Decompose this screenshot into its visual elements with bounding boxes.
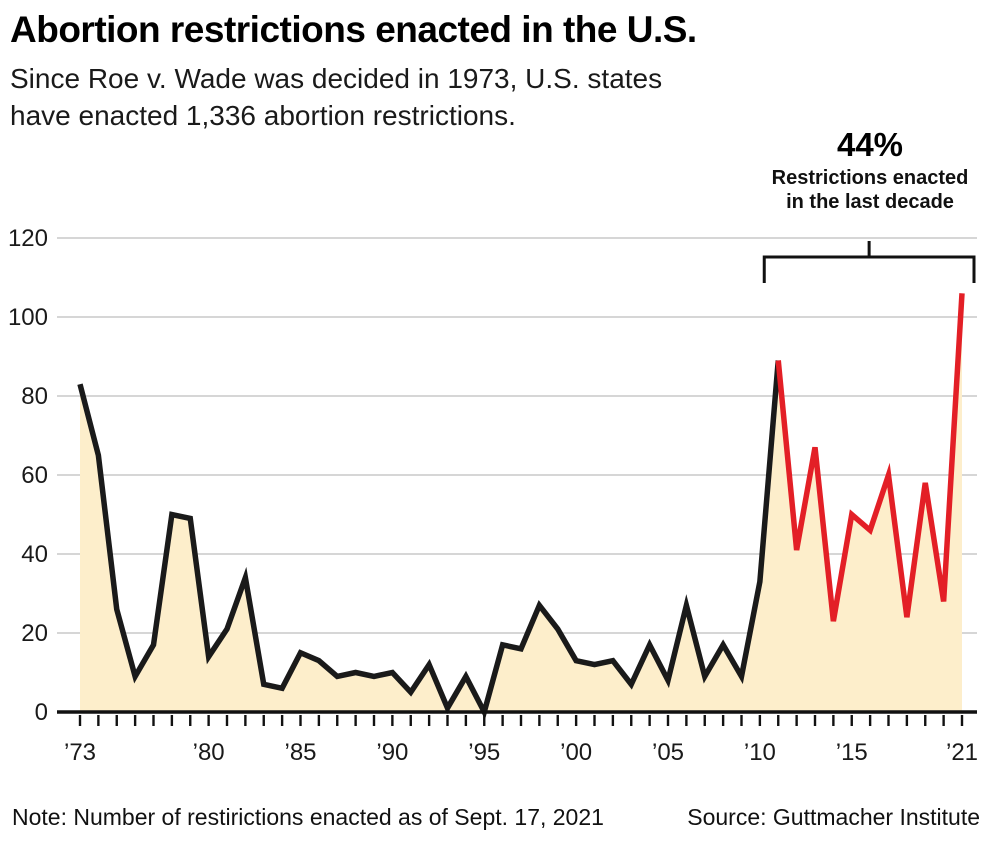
note-text: Note: Number of restirictions enacted as…: [12, 803, 604, 830]
area-fill: [80, 292, 962, 712]
y-tick-label: 80: [21, 383, 48, 410]
series-line-red-last-decade: [775, 292, 965, 622]
last-decade-annotation: 44% Restrictions enacted in the last deca…: [750, 126, 990, 214]
annotation-label: Restrictions enacted in the last decade: [750, 167, 990, 214]
source-text: Source: Guttmacher Institute: [687, 803, 980, 830]
y-tick-label: 0: [35, 699, 48, 726]
x-tick-label: ’73: [64, 739, 96, 766]
chart-subtitle: Since Roe v. Wade was decided in 1973, U…: [10, 61, 980, 135]
x-tick-label: ’95: [468, 739, 500, 766]
series-line-black: [77, 359, 781, 720]
x-tick-label: ’10: [744, 739, 776, 766]
y-tick-label: 40: [21, 541, 48, 568]
x-tick-label: ’90: [376, 739, 408, 766]
x-tick-label: ’00: [560, 739, 592, 766]
annotation-percent: 44%: [836, 126, 904, 163]
annotation-label-line-2: in the last decade: [786, 190, 954, 213]
annotation-label-line-1: Restrictions enacted: [771, 167, 969, 189]
x-tick-label: ’05: [652, 739, 684, 766]
page-title: Abortion restrictions enacted in the U.S…: [10, 9, 697, 50]
subtitle-line-2: have enacted 1,336 abortion restrictions…: [10, 99, 516, 131]
y-tick-label: 20: [21, 620, 48, 647]
restrictions-line-chart: ’73 ’80 ’85 ’90 ’95 ’00 ’05 ’10 ’15 ’21 0 20 40 60 80 1…: [8, 225, 978, 766]
chart-footer: Note: Number of restirictions enacted as…: [0, 794, 990, 831]
x-tick-label: ’15: [836, 739, 868, 766]
x-tick-label: ’21: [946, 739, 978, 766]
chart-area: ’73 ’80 ’85 ’90 ’95 ’00 ’05 ’10 ’15 ’21 0 20 40 60 80 1…: [0, 144, 990, 794]
y-tick-label: 100: [8, 304, 48, 331]
x-tick-label: ’80: [193, 739, 225, 766]
y-tick-label: 60: [21, 462, 48, 489]
x-tick-label: ’85: [284, 739, 316, 766]
last-decade-bracket: [762, 240, 976, 283]
y-tick-label: 120: [8, 225, 48, 252]
subtitle-line-1: Since Roe v. Wade was decided in 1973, U…: [10, 62, 663, 94]
